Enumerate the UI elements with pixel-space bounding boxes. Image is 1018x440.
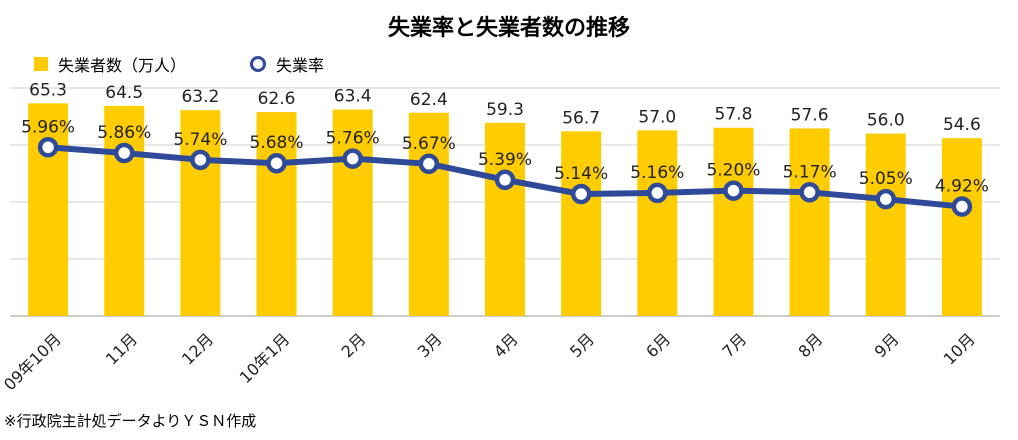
line-point: [418, 153, 440, 175]
bar-value-label: 59.3: [486, 100, 524, 120]
line-point: [799, 182, 820, 203]
bar: [485, 122, 525, 316]
line-value-label: 5.67%: [402, 134, 456, 154]
line-point: [113, 142, 135, 164]
bar-value-label: 65.3: [29, 80, 67, 100]
x-tick-label: 2月: [338, 329, 370, 361]
x-tick-label: 10月: [940, 329, 979, 368]
line-point: [723, 180, 744, 201]
bar: [180, 110, 221, 316]
line-value-label: 5.76%: [326, 129, 380, 149]
bar: [561, 131, 602, 316]
line-point: [190, 149, 211, 171]
bar: [941, 138, 982, 316]
bar-value-label: 57.8: [715, 105, 753, 125]
chart-title: 失業率と失業者数の推移: [387, 16, 630, 41]
line-point: [37, 137, 59, 158]
line-point: [951, 196, 973, 217]
line-value-label: 5.39%: [478, 150, 532, 170]
bar: [865, 133, 906, 316]
line-point: [494, 169, 516, 191]
legend-line-marker: [250, 56, 266, 72]
bar: [104, 105, 145, 317]
bar: [256, 112, 297, 316]
line-value-label: 5.96%: [21, 117, 75, 137]
line-value-label: 5.68%: [250, 133, 304, 153]
x-tick-label: 9月: [871, 329, 903, 361]
line-value-label: 5.17%: [783, 162, 837, 182]
line-value-label: 4.92%: [935, 177, 989, 197]
legend-line-series: 失業率: [250, 52, 324, 76]
x-tick-label: 3月: [414, 329, 446, 361]
bar-value-label: 62.4: [410, 90, 448, 110]
bar-value-label: 54.6: [943, 115, 981, 135]
bar-value-label: 57.6: [791, 105, 829, 125]
bar: [713, 127, 754, 316]
bar-value-label: 63.4: [334, 86, 372, 106]
bar-value-label: 56.0: [867, 111, 905, 131]
bar-value-label: 57.0: [638, 107, 676, 127]
source-note: ※行政院主計処データよりＹＳＮ作成: [4, 412, 257, 430]
line-point: [570, 183, 592, 205]
line-value-label: 5.16%: [630, 163, 684, 183]
x-tick-label: 09年10月: [0, 329, 65, 394]
line-value-label: 5.20%: [706, 161, 760, 181]
x-tick-label: 5月: [566, 329, 598, 361]
bar-value-label: 56.7: [562, 108, 600, 128]
line-point: [342, 148, 363, 169]
bar-value-label: 62.6: [258, 89, 296, 109]
legend-bar-swatch: [34, 57, 48, 71]
line-value-label: 5.14%: [554, 164, 608, 184]
bar-value-label: 64.5: [105, 83, 143, 103]
legend-bar-series: 失業者数（万人）: [34, 52, 186, 76]
bar: [789, 128, 830, 316]
legend-line-label: 失業率: [276, 56, 325, 75]
x-tick-label: 8月: [794, 329, 826, 361]
x-tick-label: 11月: [102, 329, 141, 368]
bar-value-label: 63.2: [181, 87, 219, 107]
bar: [408, 112, 449, 316]
x-tick-label: 12月: [178, 329, 217, 368]
x-tick-label: 4月: [490, 329, 522, 361]
line-point: [875, 188, 897, 210]
line-value-label: 5.74%: [173, 130, 227, 150]
bar: [332, 109, 373, 316]
x-tick-label: 7月: [718, 329, 750, 361]
line-value-label: 5.05%: [859, 169, 913, 189]
legend-bar-label: 失業者数（万人）: [58, 56, 187, 75]
line-point: [647, 182, 668, 204]
line-point: [266, 152, 287, 174]
bar: [637, 130, 678, 316]
line-value-label: 5.86%: [97, 123, 151, 143]
x-tick-label: 6月: [642, 329, 674, 361]
x-tick-label: 10年1月: [236, 329, 294, 387]
